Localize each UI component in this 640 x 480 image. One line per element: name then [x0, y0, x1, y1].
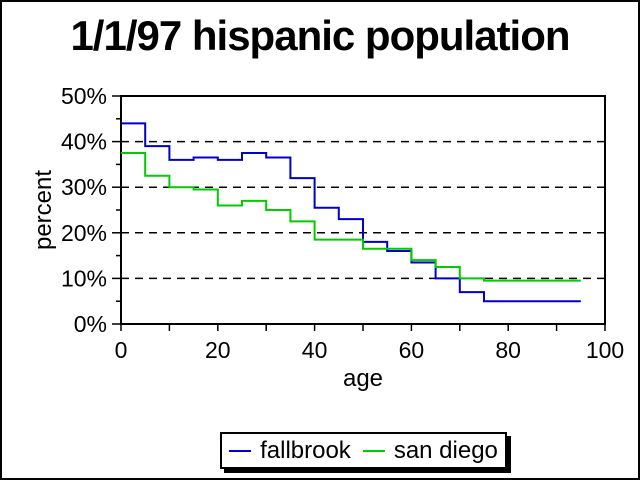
x-tick-label: 20	[205, 337, 231, 363]
x-tick-label: 80	[495, 337, 521, 363]
x-tick-label: 100	[586, 337, 624, 363]
y-tick-label: 40%	[61, 129, 107, 155]
y-tick-label: 10%	[61, 265, 107, 291]
x-tick-label: 60	[399, 337, 425, 363]
chart-title: 1/1/97 hispanic population	[70, 12, 570, 59]
y-tick-label: 0%	[74, 311, 107, 337]
legend-item-fallbrook: fallbrook	[229, 437, 351, 465]
y-tick-label: 20%	[61, 220, 107, 246]
legend-line-sample-san-diego	[362, 449, 385, 452]
x-tick-label: 40	[302, 337, 328, 363]
plot-border	[120, 95, 606, 325]
legend: fallbrook san diego	[220, 432, 507, 469]
x-axis-title: age	[342, 365, 384, 392]
legend-item-san-diego: san diego	[362, 436, 498, 465]
series-line-san-diego	[121, 152, 581, 282]
y-tick-label: 30%	[61, 174, 107, 200]
legend-label-fallbrook: fallbrook	[260, 436, 351, 464]
series-line-fallbrook	[121, 122, 581, 303]
legend-line-sample-fallbrook	[229, 449, 252, 452]
legend-label-san-diego: san diego	[393, 436, 498, 464]
y-tick-label: 50%	[61, 83, 107, 109]
x-tick-label: 0	[115, 337, 128, 363]
